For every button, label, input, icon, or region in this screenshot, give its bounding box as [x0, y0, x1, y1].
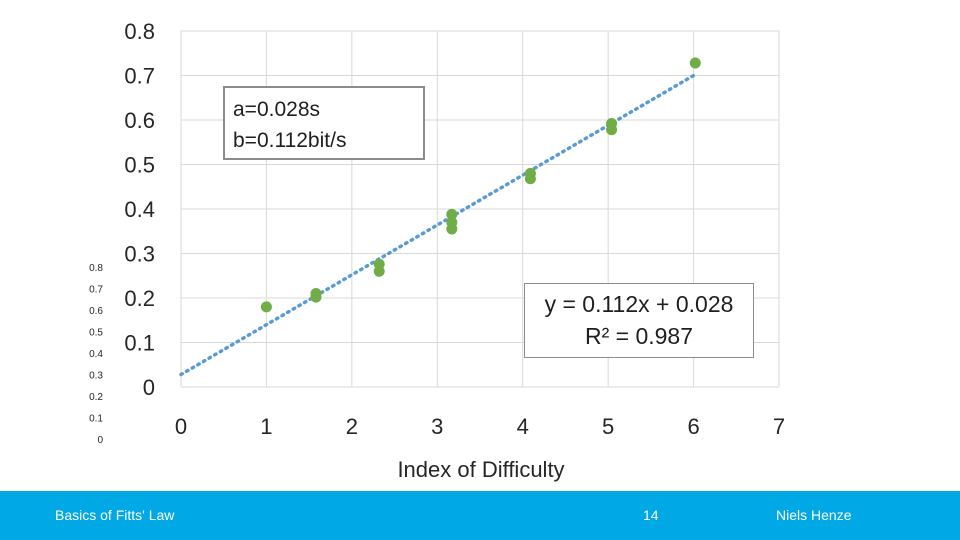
y-axis-ticks: 0 0.1 0.2 0.3 0.4 0.5 0.6 0.7 0.8 [124, 19, 155, 400]
data-point [310, 291, 322, 303]
x-axis-label: Index of Difficulty [397, 457, 564, 482]
x-tick-label: 7 [773, 414, 785, 439]
secondary-y-tick-label: 0.7 [89, 285, 103, 296]
r-squared-text: R² = 0.987 [584, 323, 694, 349]
data-point [524, 173, 536, 185]
secondary-y-tick-label: 0.4 [89, 349, 103, 360]
x-tick-label: 4 [517, 414, 529, 439]
x-tick-label: 0 [175, 414, 187, 439]
param-b-text: b=0.112bit/s [233, 129, 347, 152]
y-tick-label: 0.6 [124, 108, 155, 133]
x-axis-ticks: 0 1 2 3 4 5 6 7 [175, 414, 785, 439]
x-tick-label: 6 [687, 414, 699, 439]
secondary-y-tick-label: 0.3 [89, 371, 103, 382]
footer-page-number: 14 [643, 507, 659, 523]
footer-author: Niels Henze [776, 507, 852, 523]
y-tick-label: 0.5 [124, 153, 155, 178]
x-tick-label: 5 [602, 414, 614, 439]
secondary-y-axis-ticks: 0 0.1 0.2 0.3 0.4 0.5 0.6 0.7 0.8 [89, 263, 103, 446]
secondary-y-tick-label: 0 [97, 435, 103, 446]
y-tick-label: 0.1 [124, 331, 155, 356]
params-annotation-box: a=0.028s b=0.112bit/s [223, 86, 425, 160]
data-point [260, 301, 272, 313]
secondary-y-tick-label: 0.5 [89, 328, 103, 339]
equation-text: y = 0.112x + 0.028 [544, 291, 734, 317]
y-tick-label: 0 [143, 375, 155, 400]
y-tick-label: 0.2 [124, 286, 155, 311]
secondary-y-tick-label: 0.1 [89, 414, 103, 425]
x-tick-label: 3 [431, 414, 443, 439]
x-tick-label: 1 [260, 414, 272, 439]
secondary-y-tick-label: 0.2 [89, 392, 103, 403]
equation-box: y = 0.112x + 0.028 R² = 0.987 [524, 283, 754, 358]
x-tick-label: 2 [346, 414, 358, 439]
y-tick-label: 0.4 [124, 197, 155, 222]
param-a-text: a=0.028s [233, 98, 320, 121]
data-point [373, 265, 385, 277]
data-point [446, 208, 458, 220]
data-point [606, 124, 618, 136]
data-point [446, 223, 458, 235]
y-tick-label: 0.3 [124, 242, 155, 267]
y-tick-label: 0.8 [124, 19, 155, 44]
y-tick-label: 0.7 [124, 64, 155, 89]
secondary-y-tick-label: 0.6 [89, 306, 103, 317]
footer-title: Basics of Fitts' Law [55, 507, 175, 523]
data-point [689, 57, 701, 69]
footer-bar: Basics of Fitts' Law 14 Niels Henze [0, 491, 960, 540]
secondary-y-tick-label: 0.8 [89, 263, 103, 274]
data-points-group [260, 57, 701, 313]
